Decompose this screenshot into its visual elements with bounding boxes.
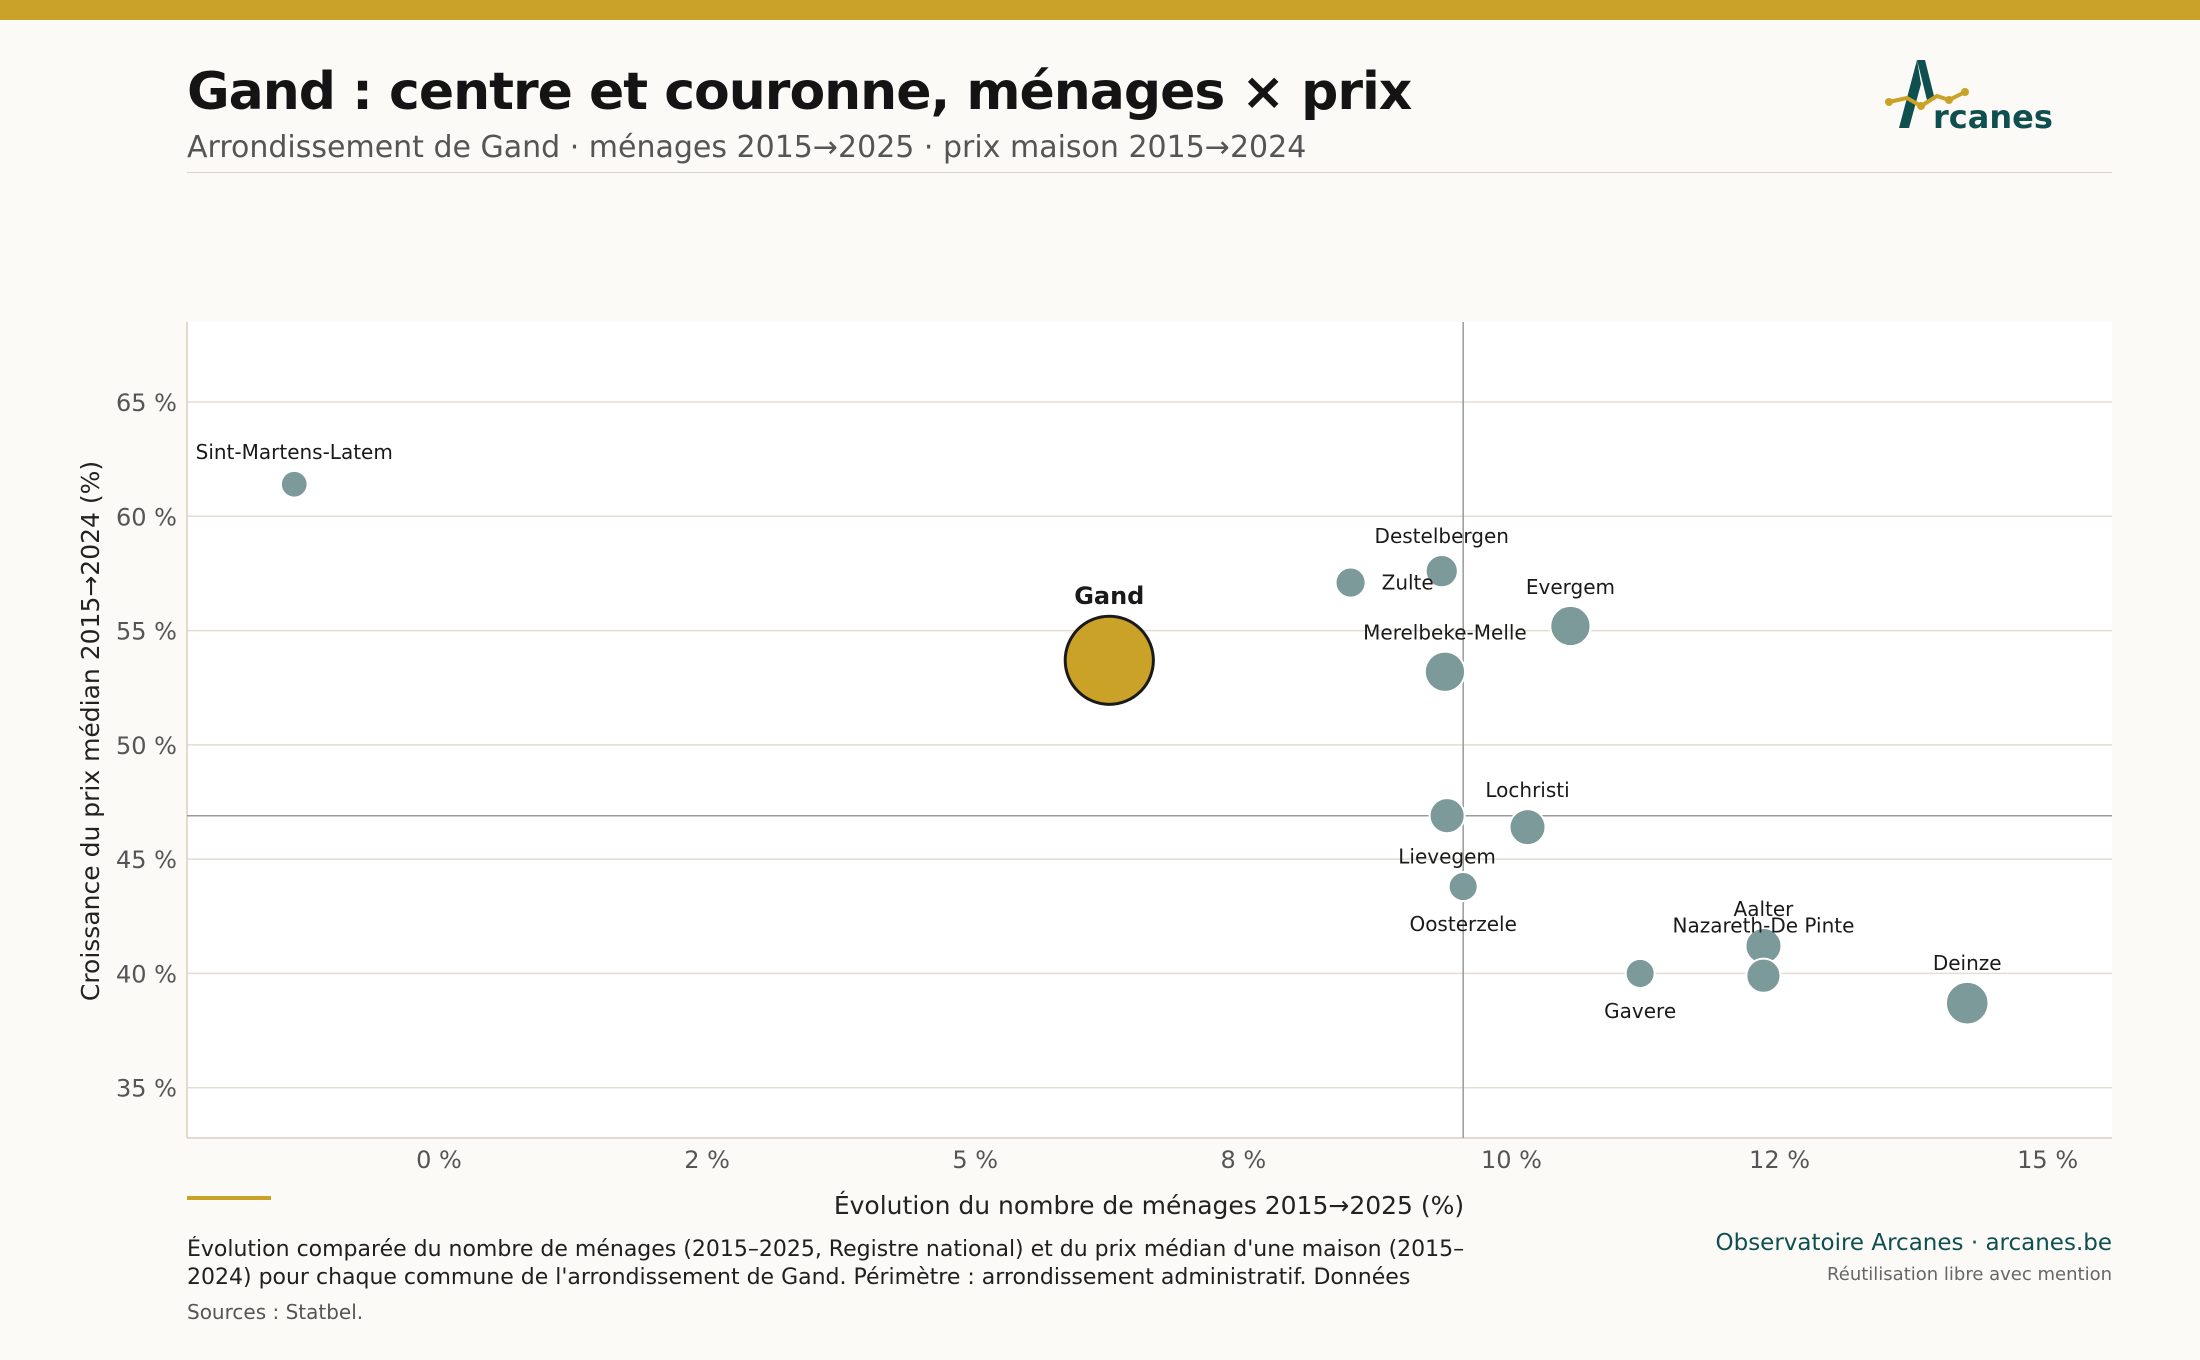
point-label: Gavere [1604, 999, 1676, 1023]
arcanes-logo-icon [1885, 60, 1969, 128]
chart-caption: Évolution comparée du nombre de ménages … [187, 1237, 1465, 1290]
point-label: Zulte [1382, 571, 1434, 595]
footer-accent [187, 1196, 271, 1200]
point-label: Deinze [1933, 951, 2002, 975]
data-point [1428, 797, 1466, 835]
plot-background [187, 322, 2112, 1138]
chart-title: Gand : centre et couronne, ménages × pri… [187, 62, 1412, 122]
data-point-gand [1063, 614, 1155, 706]
x-tick-label: 10 % [1481, 1146, 1542, 1174]
y-tick-label: 60 % [116, 503, 177, 531]
data-point [1745, 957, 1782, 994]
axes [186, 322, 2112, 1139]
point-labels: Sint-Martens-Latem Zulte Destelbergen Everg… [196, 440, 2002, 1023]
y-tick-label: 55 % [116, 618, 177, 646]
sources-note: Sources : Statbel. [187, 1300, 364, 1324]
x-tick-label: 15 % [2017, 1146, 2078, 1174]
y-tick-label: 45 % [116, 846, 177, 874]
header-divider [187, 172, 2112, 173]
point-label: Lievegem [1398, 844, 1496, 868]
gridlines [187, 401, 2112, 1089]
license-note: Réutilisation libre avec mention [1827, 1264, 2112, 1285]
data-point [1549, 604, 1592, 648]
logo-wordmark: rcanes [1933, 98, 2053, 136]
x-tick-label: 5 % [952, 1146, 998, 1174]
data-point [1334, 566, 1367, 599]
data-point [1508, 808, 1547, 847]
x-tick-label: 12 % [1749, 1146, 1810, 1174]
point-label: Evergem [1526, 575, 1615, 599]
data-point [1624, 957, 1656, 989]
reference-lines [187, 322, 2112, 1138]
point-label: Oosterzele [1409, 912, 1516, 936]
point-label: Gand [1074, 582, 1144, 610]
y-tick-label: 50 % [116, 732, 177, 760]
data-point [1423, 650, 1467, 693]
data-point [1447, 871, 1479, 903]
point-label: Aalter [1734, 897, 1795, 921]
point-label: Lochristi [1485, 778, 1569, 802]
y-tick-label: 65 % [116, 389, 177, 417]
y-axis-label: Croissance du prix médian 2015→2024 (%) [76, 461, 105, 1001]
point-label: Sint-Martens-Latem [196, 440, 393, 464]
y-tick-label: 40 % [116, 960, 177, 988]
x-tick-label: 8 % [1220, 1146, 1266, 1174]
x-axis-label: Évolution du nombre de ménages 2015→2025… [834, 1191, 1464, 1220]
data-points [279, 469, 1990, 1026]
data-point [279, 469, 309, 499]
point-label: Destelbergen [1375, 524, 1509, 548]
top-accent-bar [0, 0, 2200, 20]
chart-subtitle: Arrondissement de Gand · ménages 2015→20… [187, 130, 1307, 165]
brand-credit: Observatoire Arcanes · arcanes.be [1715, 1230, 2112, 1256]
point-label: Nazareth-De Pinte [1673, 914, 1855, 938]
data-point [1424, 554, 1459, 589]
tick-labels: 35 % 40 % 45 % 50 % 55 % 60 % 65 % 0 % 2 % 5 % 8 %… [116, 389, 2078, 1174]
x-tick-label: 2 % [684, 1146, 730, 1174]
point-label: Merelbeke-Melle [1363, 621, 1527, 645]
y-tick-label: 35 % [116, 1075, 177, 1103]
x-tick-label: 0 % [416, 1146, 462, 1174]
data-point [1944, 980, 1990, 1026]
